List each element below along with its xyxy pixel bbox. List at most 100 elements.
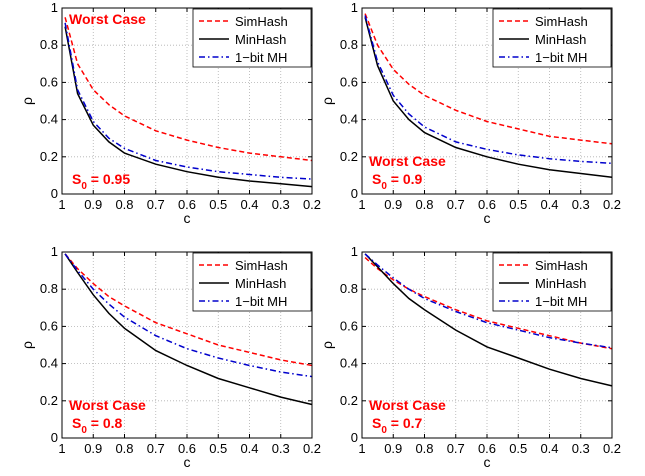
- y-tick-label: 0.4: [40, 356, 58, 371]
- annotation-s0-symbol: S: [372, 415, 381, 431]
- y-axis-label: ρ: [319, 97, 335, 105]
- series-line-1-bit-mh: [364, 15, 613, 165]
- annotation-s0-subscript: 0: [381, 425, 387, 436]
- y-tick-label: 0.4: [340, 112, 358, 127]
- x-tick-label: 0.4: [540, 197, 558, 212]
- annotation-s0-value: = 0.95: [87, 171, 130, 187]
- annotation-s0: S0 = 0.9: [372, 171, 423, 192]
- y-tick-label: 0.8: [40, 37, 58, 52]
- x-tick-label: 0.9: [384, 197, 402, 212]
- x-tick-label: 0.9: [84, 197, 102, 212]
- x-tick-label: 1: [358, 441, 365, 456]
- annotation-s0-subscript: 0: [81, 181, 87, 192]
- x-axis-label: c: [484, 210, 491, 226]
- x-axis-label: c: [484, 454, 491, 470]
- annotation-worst-case: Worst Case: [369, 397, 446, 413]
- chart-panel-4: 1 0.9 0.8 0.7 0.6 0.5 0.4 0.3 0.2 0 0.2 0.4 0.6 0.8 1 c…: [319, 244, 621, 470]
- annotation-s0: S0 = 0.95: [72, 171, 130, 192]
- y-tick-label: 0: [351, 186, 358, 201]
- legend-label: MinHash: [535, 32, 586, 47]
- annotation-s0-symbol: S: [72, 171, 81, 187]
- y-tick-label: 0.2: [340, 149, 358, 164]
- x-tick-label: 0.5: [509, 441, 527, 456]
- series-line-1-bit-mh: [64, 22, 313, 180]
- x-tick-label: 0.7: [447, 441, 465, 456]
- legend-label: 1−bit MH: [535, 50, 587, 65]
- series-line-1-bit-mh: [364, 253, 613, 349]
- y-axis-label: ρ: [319, 341, 335, 349]
- x-tick-label: 0.8: [115, 441, 133, 456]
- x-tick-label: 0.5: [209, 441, 227, 456]
- y-tick-label: 0.4: [340, 356, 358, 371]
- x-tick-label: 0.6: [478, 441, 496, 456]
- y-tick-label: 1: [51, 0, 58, 15]
- legend-box: [192, 8, 312, 68]
- x-tick-label: 0.4: [240, 441, 258, 456]
- annotation-s0-subscript: 0: [81, 425, 87, 436]
- annotation-worst-case: Worst Case: [369, 153, 446, 169]
- annotation-s0-value: = 0.7: [387, 415, 423, 431]
- legend: SimHash MinHash 1−bit MH: [492, 252, 612, 312]
- series-line-simhash: [64, 17, 313, 162]
- y-tick-label: 0.8: [340, 37, 358, 52]
- x-tick-label: 0.6: [178, 441, 196, 456]
- x-tick-label: 1: [58, 197, 65, 212]
- legend: SimHash MinHash 1−bit MH: [192, 8, 312, 68]
- x-tick-label: 0.8: [415, 441, 433, 456]
- y-tick-label: 0.8: [40, 281, 58, 296]
- y-tick-label: 0: [351, 430, 358, 445]
- x-tick-label: 0.2: [603, 441, 621, 456]
- x-tick-label: 0.4: [540, 441, 558, 456]
- legend-label: SimHash: [535, 258, 588, 273]
- x-tick-label: 1: [358, 197, 365, 212]
- y-tick-label: 0.2: [340, 393, 358, 408]
- x-tick-label: 0.8: [115, 197, 133, 212]
- annotation-worst-case: Worst Case: [69, 397, 146, 413]
- y-tick-label: 0.6: [40, 74, 58, 89]
- series-line-1-bit-mh: [64, 253, 313, 378]
- x-tick-label: 0.5: [509, 197, 527, 212]
- x-tick-label: 0.7: [147, 441, 165, 456]
- legend: SimHash MinHash 1−bit MH: [192, 252, 312, 312]
- x-tick-label: 0.4: [240, 197, 258, 212]
- y-tick-label: 0.2: [40, 149, 58, 164]
- series-line-minhash: [364, 17, 613, 179]
- y-tick-label: 1: [351, 0, 358, 15]
- annotation-s0: S0 = 0.8: [72, 415, 123, 436]
- y-tick-label: 0.6: [340, 318, 358, 333]
- y-axis-label: ρ: [19, 341, 35, 349]
- legend-label: 1−bit MH: [535, 294, 587, 309]
- y-tick-label: 1: [351, 244, 358, 259]
- x-tick-label: 0.3: [272, 197, 290, 212]
- chart-panel-2: 1 0.9 0.8 0.7 0.6 0.5 0.4 0.3 0.2 0 0.2 0.4 0.6 0.8 1 c…: [319, 0, 621, 226]
- y-axis-label: ρ: [19, 97, 35, 105]
- legend-label: MinHash: [235, 276, 286, 291]
- y-tick-label: 0.6: [340, 74, 358, 89]
- annotation-s0: S0 = 0.7: [372, 415, 423, 436]
- y-tick-label: 0.8: [340, 281, 358, 296]
- annotation-s0-value: = 0.8: [87, 415, 123, 431]
- x-tick-label: 0.6: [478, 197, 496, 212]
- x-tick-label: 0.3: [272, 441, 290, 456]
- series-line-minhash: [64, 253, 313, 406]
- series-line-simhash: [364, 257, 613, 350]
- y-tick-label: 0.4: [40, 112, 58, 127]
- y-tick-label: 0.6: [40, 318, 58, 333]
- x-axis-label: c: [184, 210, 191, 226]
- annotation-s0-value: = 0.9: [387, 171, 423, 187]
- x-tick-label: 0.8: [415, 197, 433, 212]
- x-tick-label: 1: [58, 441, 65, 456]
- annotation-s0-symbol: S: [72, 415, 81, 431]
- x-tick-label: 0.2: [603, 197, 621, 212]
- annotation-s0-symbol: S: [372, 171, 381, 187]
- series-line-minhash: [364, 253, 613, 387]
- y-tick-label: 0: [51, 430, 58, 445]
- series-line-simhash: [364, 13, 613, 145]
- x-tick-label: 0.2: [303, 441, 321, 456]
- x-tick-label: 0.6: [178, 197, 196, 212]
- series-line-simhash: [64, 253, 313, 367]
- y-tick-label: 0.2: [40, 393, 58, 408]
- x-tick-label: 0.9: [84, 441, 102, 456]
- legend: SimHash MinHash 1−bit MH: [492, 8, 612, 68]
- x-tick-label: 0.3: [572, 441, 590, 456]
